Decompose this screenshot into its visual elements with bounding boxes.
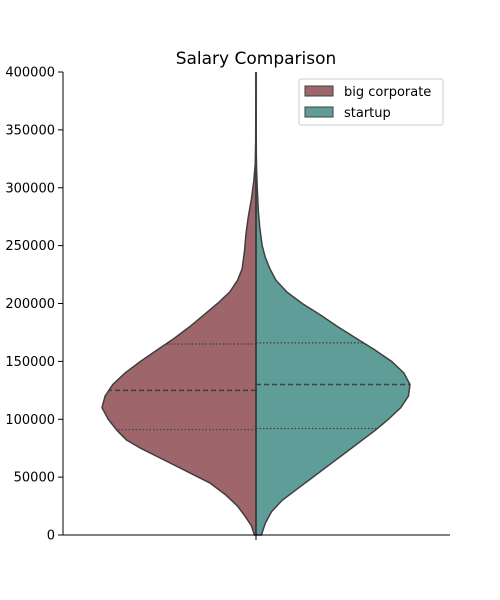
legend-swatch xyxy=(304,106,334,118)
violin-right xyxy=(255,71,411,536)
legend-label: startup xyxy=(344,106,391,121)
y-tick-label: 100000 xyxy=(5,413,55,428)
y-tick-label: 350000 xyxy=(5,123,55,138)
legend-label: big corporate xyxy=(344,85,431,100)
axes: 0 50000 100000 150000 200000 250000 300000 3500… xyxy=(5,66,450,544)
violin-left xyxy=(101,71,257,536)
y-tick-label: 250000 xyxy=(5,239,55,254)
legend-frame xyxy=(298,78,444,126)
y-tick-label: 300000 xyxy=(5,181,55,196)
y-tick-label: 400000 xyxy=(5,66,55,81)
y-tick-label: 150000 xyxy=(5,355,55,370)
legend-swatch xyxy=(304,85,334,97)
chart-title: Salary Comparison xyxy=(176,49,337,69)
y-tick-label: 0 xyxy=(47,529,55,544)
legend: big corporate startup xyxy=(298,78,444,126)
violin-group xyxy=(101,71,411,536)
y-tick-label: 200000 xyxy=(5,297,55,312)
y-tick-label: 50000 xyxy=(14,471,55,486)
